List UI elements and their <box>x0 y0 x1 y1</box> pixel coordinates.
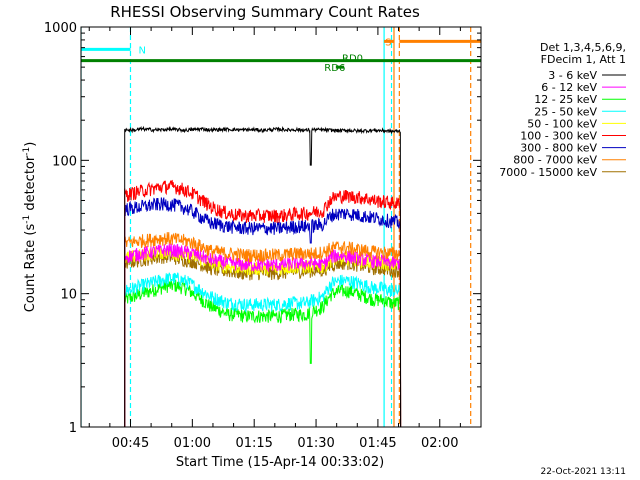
x-axis-label: Start Time (15-Apr-14 00:33:02) <box>176 455 384 470</box>
flag-label-rd0: RD0 <box>342 54 363 65</box>
legend-label-6: 300 - 800 keV <box>520 142 597 155</box>
flag-label-n: N <box>138 45 145 56</box>
legend-label-8: 7000 - 15000 keV <box>499 166 597 179</box>
plot-frame <box>80 26 482 428</box>
legend-label-5: 100 - 300 keV <box>520 130 597 143</box>
series-line-0 <box>124 125 402 427</box>
y-tick-label-1: 10 <box>60 288 77 303</box>
series-line-4 <box>124 245 402 427</box>
legend-label-2: 12 - 25 keV <box>534 93 597 106</box>
flag-label-s: S <box>385 37 391 48</box>
y-tick-label-2: 100 <box>52 154 77 169</box>
series-line-6 <box>124 197 402 427</box>
legend-label-0: 3 - 6 keV <box>548 69 597 82</box>
series-line-2 <box>124 278 402 427</box>
x-tick-label-0: 00:45 <box>112 436 149 451</box>
y-tick-label-0: 1 <box>69 421 77 436</box>
x-tick-label-5: 02:00 <box>421 436 458 451</box>
legend-header-line-2: FDecim 1, Att 1 <box>541 53 626 66</box>
legend: Det 1,3,4,5,6,9, FDecim 1, Att 1 3 - 6 k… <box>499 41 626 179</box>
x-tick-label-3: 01:30 <box>297 436 334 451</box>
y-tick-label-3: 1000 <box>44 21 77 36</box>
legend-label-4: 50 - 100 keV <box>527 117 597 130</box>
legend-label-3: 25 - 50 keV <box>534 105 597 118</box>
series-line-5 <box>124 179 402 427</box>
date-stamp: 22-Oct-2021 13:11 <box>541 467 626 477</box>
legend-header-line-1: Det 1,3,4,5,6,9, <box>540 41 626 54</box>
chart-title: RHESSI Observing Summary Count Rates <box>110 3 420 21</box>
x-tick-label-1: 01:00 <box>174 436 211 451</box>
legend-label-1: 6 - 12 keV <box>541 81 597 94</box>
flag-label-rd6: RD6 <box>324 63 345 74</box>
series-line-1 <box>124 243 402 427</box>
x-tick-label-2: 01:15 <box>235 436 272 451</box>
series-line-3 <box>124 272 402 427</box>
x-tick-label-4: 01:45 <box>359 436 396 451</box>
legend-label-7: 800 - 7000 keV <box>513 154 597 167</box>
series-line-7 <box>124 232 402 427</box>
y-axis-label: Count Rate (s-1 detector-1) <box>22 142 38 313</box>
